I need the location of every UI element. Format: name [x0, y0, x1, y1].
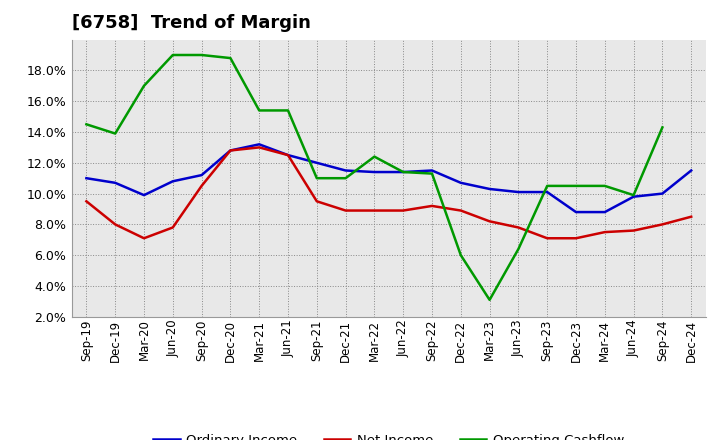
Net Income	[140, 235, 148, 241]
Operating Cashflow	[543, 183, 552, 188]
Ordinary Income	[687, 168, 696, 173]
Net Income	[168, 225, 177, 230]
Operating Cashflow	[168, 52, 177, 58]
Ordinary Income	[543, 189, 552, 194]
Ordinary Income	[456, 180, 465, 185]
Ordinary Income	[168, 179, 177, 184]
Net Income	[514, 225, 523, 230]
Ordinary Income	[370, 169, 379, 175]
Ordinary Income	[428, 168, 436, 173]
Net Income	[226, 148, 235, 153]
Net Income	[629, 228, 638, 233]
Net Income	[543, 235, 552, 241]
Ordinary Income	[399, 169, 408, 175]
Ordinary Income	[140, 192, 148, 198]
Ordinary Income	[485, 186, 494, 191]
Ordinary Income	[572, 209, 580, 215]
Net Income	[485, 219, 494, 224]
Net Income	[370, 208, 379, 213]
Operating Cashflow	[284, 108, 292, 113]
Operating Cashflow	[140, 83, 148, 88]
Operating Cashflow	[255, 108, 264, 113]
Net Income	[572, 235, 580, 241]
Ordinary Income	[341, 168, 350, 173]
Operating Cashflow	[428, 171, 436, 176]
Operating Cashflow	[658, 125, 667, 130]
Operating Cashflow	[399, 169, 408, 175]
Operating Cashflow	[456, 253, 465, 258]
Net Income	[197, 183, 206, 188]
Line: Ordinary Income: Ordinary Income	[86, 144, 691, 212]
Net Income	[687, 214, 696, 219]
Net Income	[399, 208, 408, 213]
Ordinary Income	[255, 142, 264, 147]
Text: [6758]  Trend of Margin: [6758] Trend of Margin	[72, 15, 311, 33]
Operating Cashflow	[514, 246, 523, 252]
Legend: Ordinary Income, Net Income, Operating Cashflow: Ordinary Income, Net Income, Operating C…	[148, 429, 629, 440]
Operating Cashflow	[370, 154, 379, 159]
Ordinary Income	[82, 176, 91, 181]
Ordinary Income	[600, 209, 609, 215]
Operating Cashflow	[485, 297, 494, 303]
Operating Cashflow	[600, 183, 609, 188]
Operating Cashflow	[341, 176, 350, 181]
Net Income	[428, 203, 436, 209]
Ordinary Income	[284, 152, 292, 158]
Ordinary Income	[226, 148, 235, 153]
Net Income	[255, 145, 264, 150]
Net Income	[284, 152, 292, 158]
Net Income	[82, 198, 91, 204]
Operating Cashflow	[312, 176, 321, 181]
Net Income	[456, 208, 465, 213]
Line: Operating Cashflow: Operating Cashflow	[86, 55, 662, 300]
Ordinary Income	[111, 180, 120, 185]
Operating Cashflow	[197, 52, 206, 58]
Operating Cashflow	[629, 192, 638, 198]
Ordinary Income	[658, 191, 667, 196]
Ordinary Income	[197, 172, 206, 178]
Ordinary Income	[629, 194, 638, 199]
Net Income	[312, 198, 321, 204]
Ordinary Income	[514, 189, 523, 194]
Net Income	[111, 222, 120, 227]
Line: Net Income: Net Income	[86, 147, 691, 238]
Net Income	[341, 208, 350, 213]
Net Income	[658, 222, 667, 227]
Operating Cashflow	[82, 121, 91, 127]
Operating Cashflow	[226, 55, 235, 61]
Ordinary Income	[312, 160, 321, 165]
Operating Cashflow	[572, 183, 580, 188]
Operating Cashflow	[111, 131, 120, 136]
Net Income	[600, 230, 609, 235]
